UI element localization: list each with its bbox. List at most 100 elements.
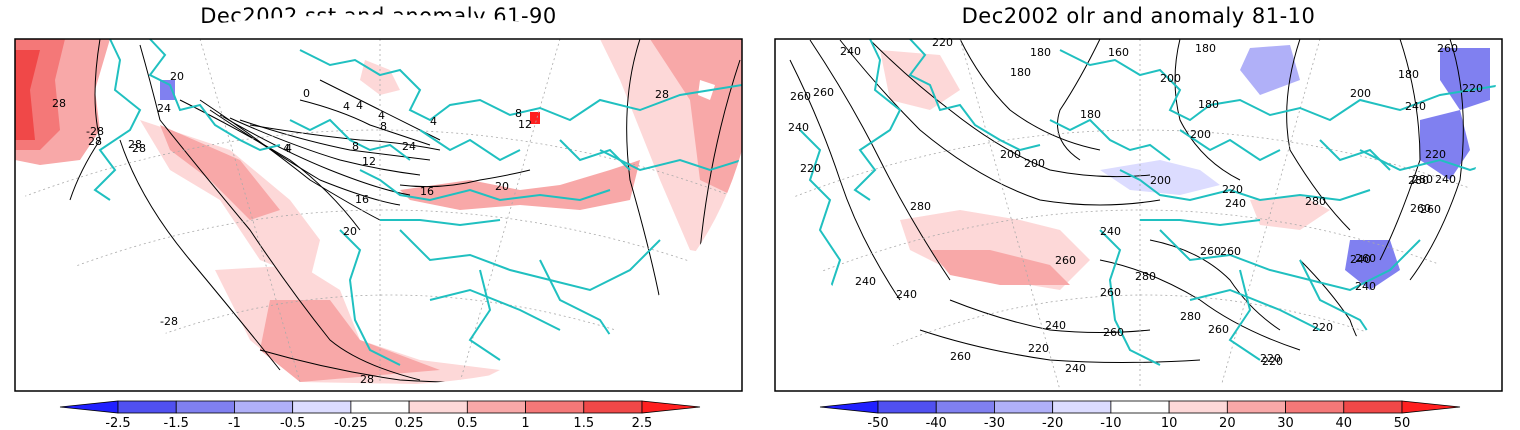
- contour-label: 4: [430, 115, 437, 128]
- colorbar-swatch: [583, 400, 643, 414]
- contour-label: 28: [655, 88, 669, 101]
- contour-label: 260: [790, 90, 811, 103]
- contour-label: 280: [1135, 270, 1156, 283]
- contour-label: 260: [1420, 203, 1441, 216]
- colorbar-swatch: [234, 400, 294, 414]
- colorbar-swatch: [1285, 400, 1345, 414]
- contour-label: 0: [303, 87, 310, 100]
- contour-label: 220: [932, 36, 953, 49]
- contour-label: 220: [1462, 82, 1483, 95]
- contour-label: 260: [950, 350, 971, 363]
- contour-label: 20: [495, 180, 509, 193]
- contour-label: 240: [1065, 362, 1086, 375]
- colorbar-swatch: [1052, 400, 1112, 414]
- contour-label: 240: [1355, 280, 1376, 293]
- sst-contour-labels: 28 28 24 20 28 0 4 4 4 8 4 8 12 16 16 20…: [52, 70, 669, 386]
- right-colorbar: -50 -40 -30 -20 -10 10 20 30 40 50: [819, 400, 1461, 430]
- colorbar-tick-label: -10: [1100, 416, 1121, 430]
- contour-label: 240: [896, 288, 917, 301]
- colorbar-arrow-low: [819, 400, 879, 414]
- contour-label: 20: [343, 225, 357, 238]
- colorbar-swatch: [935, 400, 995, 414]
- contour-label: -28: [86, 125, 104, 138]
- olr-anomaly-shading: [880, 45, 1490, 290]
- colorbar-tick-label: -30: [984, 416, 1005, 430]
- colorbar-swatch: [877, 400, 937, 414]
- contour-label: 4: [283, 142, 290, 155]
- colorbar-arrow-high: [641, 400, 701, 414]
- left-map-frame: [14, 38, 743, 392]
- contour-label: 180: [1080, 108, 1101, 121]
- contour-label: 280: [910, 200, 931, 213]
- contour-label: 220: [1028, 342, 1049, 355]
- contour-label: 28: [360, 373, 374, 386]
- contour-label: 28: [88, 135, 102, 148]
- contour-label: 200: [1160, 72, 1181, 85]
- contour-label: 180: [1030, 46, 1051, 59]
- contour-label: 4: [356, 99, 363, 112]
- right-map-frame: [774, 38, 1503, 392]
- contour-label: 260: [813, 86, 834, 99]
- colorbar-swatch: [408, 400, 468, 414]
- contour-label: 220: [1262, 355, 1283, 368]
- contour-label: 4: [343, 100, 350, 113]
- contour-label: 4: [378, 109, 385, 122]
- colorbar-swatch: [525, 400, 585, 414]
- coastlines-right: [799, 39, 1502, 366]
- colorbar-tick-label: -50: [867, 416, 888, 430]
- sst-anomaly-shading: [15, 39, 742, 385]
- colorbar-tick-label: -1: [228, 416, 241, 430]
- right-map: 240 220 180 160 180 180 260 260 200 180 …: [774, 36, 1503, 392]
- contour-label: 24: [157, 102, 171, 115]
- colorbar-swatch: [1226, 400, 1286, 414]
- contour-label: 16: [420, 185, 434, 198]
- colorbar-tick-label: -0.25: [334, 416, 368, 430]
- colorbar-swatch: [466, 400, 526, 414]
- contour-label: 12: [362, 155, 376, 168]
- contour-label: 260: [1200, 245, 1221, 258]
- contour-label: 12: [518, 118, 532, 131]
- contour-label: 240: [1405, 100, 1426, 113]
- colorbar-swatch: [175, 400, 235, 414]
- colorbar-tick-label: -2.5: [105, 416, 130, 430]
- contour-label: 220: [1312, 321, 1333, 334]
- contour-label: 160: [1108, 46, 1129, 59]
- contour-label: 260: [1103, 326, 1124, 339]
- contour-label: 200: [1190, 128, 1211, 141]
- contour-label: -28: [160, 315, 178, 328]
- colorbar-tick-label: 20: [1219, 416, 1236, 430]
- contour-label: 200: [1350, 87, 1371, 100]
- left-map: 28 28 24 20 28 0 4 4 4 8 4 8 12 16 16 20…: [14, 14, 743, 392]
- colorbar-arrow-low: [59, 400, 119, 414]
- contour-label: 180: [1198, 98, 1219, 111]
- contour-label: 260: [1437, 42, 1458, 55]
- colorbar-tick-label: 2.5: [632, 416, 653, 430]
- contour-label: 200: [1024, 157, 1045, 170]
- colorbar-tick-label: 0.25: [395, 416, 424, 430]
- colorbar-swatch: [350, 400, 410, 414]
- contour-label: 280: [1412, 173, 1433, 186]
- contour-label: 240: [1100, 225, 1121, 238]
- colorbar-tick-label: 1: [521, 416, 529, 430]
- contour-label: 280: [1305, 195, 1326, 208]
- contour-label: 260: [1208, 323, 1229, 336]
- colorbar-tick-label: -0.5: [280, 416, 305, 430]
- contour-label: 240: [1350, 253, 1371, 266]
- contour-label: 260: [1410, 202, 1431, 215]
- contour-label: 200: [1150, 174, 1171, 187]
- contour-label: 16: [355, 193, 369, 206]
- colorbar-swatch: [1110, 400, 1170, 414]
- contour-label: 4: [285, 142, 292, 155]
- contour-label: 220: [1260, 352, 1281, 365]
- colorbar-swatch: [292, 400, 352, 414]
- colorbar-tick-label: -40: [926, 416, 947, 430]
- contour-label: 220: [800, 162, 821, 175]
- colorbar-tick-label: 40: [1336, 416, 1353, 430]
- colorbar-tick-label: -1.5: [164, 416, 189, 430]
- colorbar-swatch: [1343, 400, 1403, 414]
- colorbar-swatch: [994, 400, 1054, 414]
- contour-label: 200: [1000, 148, 1021, 161]
- contour-label: 260: [1100, 286, 1121, 299]
- contour-label: 260: [1055, 254, 1076, 267]
